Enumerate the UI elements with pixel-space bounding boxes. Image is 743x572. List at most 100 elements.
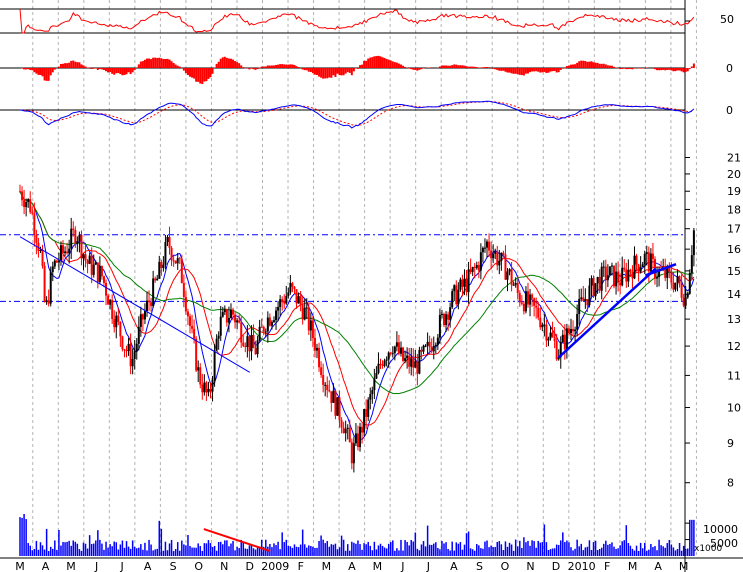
histogram-bar	[623, 68, 626, 69]
moving-average-line	[19, 191, 695, 441]
histogram-bar	[543, 68, 546, 72]
histogram-bar	[170, 61, 173, 68]
candle-body	[160, 261, 163, 269]
candle-body	[45, 300, 48, 302]
candle-body	[137, 326, 140, 344]
candle-body	[191, 325, 194, 329]
candle-body	[477, 265, 480, 271]
histogram-bar	[283, 64, 286, 68]
candle-body	[469, 269, 472, 272]
histogram-bar	[47, 68, 50, 81]
histogram-bar	[395, 62, 398, 68]
histogram-bar	[342, 68, 345, 76]
histogram-bar	[293, 64, 296, 68]
histogram-bar	[356, 68, 359, 69]
month-label: A	[450, 560, 458, 572]
candle-body	[332, 390, 335, 403]
histogram-bar	[25, 68, 28, 70]
candle-body	[438, 315, 441, 338]
candle-body	[117, 315, 120, 323]
month-label: N	[220, 560, 228, 572]
histogram-bar	[148, 58, 151, 68]
candle-body	[318, 347, 321, 368]
price-tick-label: 18	[727, 203, 741, 216]
histogram-bar	[420, 68, 423, 70]
histogram-bar	[641, 68, 644, 69]
histogram-bar	[39, 68, 42, 75]
histogram-bar	[447, 65, 450, 68]
candle-body	[309, 320, 312, 331]
candle-body	[254, 348, 257, 355]
histogram-bar	[656, 68, 659, 71]
histogram-bar	[209, 68, 212, 78]
histogram-bar	[516, 68, 519, 75]
histogram-bar	[471, 66, 474, 68]
histogram-bar	[141, 61, 144, 68]
candle-body	[199, 367, 202, 385]
candle-body	[170, 247, 173, 261]
candle-body	[207, 388, 210, 393]
histogram-bar	[621, 68, 624, 69]
histogram-bar	[98, 68, 101, 69]
histogram-bar	[158, 57, 161, 68]
histogram-bar	[594, 62, 597, 68]
candle-body	[232, 309, 235, 315]
price-tick-label: 17	[727, 223, 741, 236]
candle-body	[193, 328, 196, 339]
rsi-tick-label: 50	[720, 13, 734, 26]
candle-body	[651, 253, 654, 260]
candle-body	[516, 283, 519, 294]
candle-body	[424, 345, 427, 347]
candle-body	[549, 332, 552, 339]
histogram-bar	[268, 65, 271, 68]
candle-body	[463, 278, 466, 287]
histogram-bar	[80, 64, 83, 68]
candle-body	[561, 334, 564, 343]
candle-body	[541, 324, 544, 328]
histogram-bar	[88, 67, 91, 68]
candle-body	[107, 295, 110, 305]
candle-body	[582, 297, 585, 302]
histogram-bar	[522, 68, 525, 76]
candle-body	[430, 346, 433, 352]
histogram-bar	[500, 68, 503, 71]
trendline	[557, 267, 657, 359]
histogram-bar	[348, 68, 351, 73]
histogram-bar	[336, 68, 339, 74]
candle-body	[31, 212, 34, 214]
candle-body	[49, 272, 52, 304]
histogram-bar	[494, 68, 497, 70]
histogram-bar	[674, 68, 677, 72]
histogram-bar	[586, 61, 589, 68]
histogram-bar	[569, 64, 572, 68]
histogram-bar	[557, 68, 560, 73]
candle-body	[143, 310, 146, 320]
histogram-bar	[553, 68, 556, 72]
histogram-bar	[408, 68, 411, 69]
candle-body	[84, 254, 87, 261]
histogram-bar	[313, 68, 316, 75]
histogram-bar	[53, 68, 56, 70]
candle-body	[668, 266, 671, 272]
rsi-panel	[0, 8, 695, 34]
histogram-bar	[377, 55, 380, 68]
oscillator-main-line	[19, 100, 695, 129]
histogram-bar	[440, 65, 443, 68]
candle-body	[236, 320, 239, 323]
price-tick-label: 15	[727, 265, 741, 278]
month-label: D	[552, 560, 560, 572]
histogram-bar	[275, 64, 278, 68]
candle-body	[567, 328, 570, 333]
candle-body	[338, 397, 341, 421]
candle-body	[234, 314, 237, 323]
candle-body	[295, 289, 298, 304]
histogram-bar	[610, 65, 613, 68]
histogram-bar	[387, 59, 390, 68]
histogram-bar	[131, 68, 134, 73]
histogram-bar	[82, 65, 85, 68]
candle-body	[379, 363, 382, 365]
candle-body	[422, 345, 425, 352]
candle-body	[578, 298, 581, 315]
moving-average-line	[19, 191, 695, 426]
candle-body	[473, 266, 476, 268]
